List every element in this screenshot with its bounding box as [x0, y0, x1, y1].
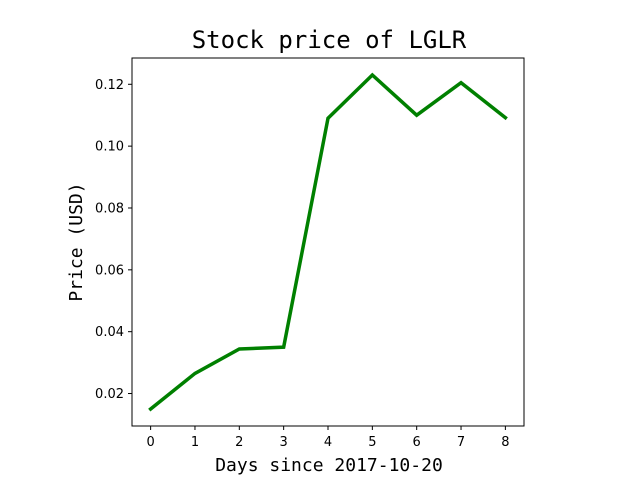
y-tick-label: 0.08 — [95, 201, 124, 216]
y-tick-label: 0.12 — [95, 78, 124, 93]
y-tick-label: 0.10 — [95, 140, 124, 155]
chart-title: Stock price of LGLR — [192, 26, 467, 54]
x-tick-label: 3 — [280, 435, 288, 450]
price-series-line — [148, 72, 508, 412]
x-tick-label: 7 — [457, 435, 465, 450]
x-axis-label: Days since 2017-10-20 — [215, 455, 443, 476]
x-tick-label: 2 — [235, 435, 243, 450]
x-tick-label: 5 — [368, 435, 376, 450]
x-axis: 0 1 2 3 4 5 6 7 8 — [146, 426, 510, 450]
x-tick-label: 1 — [191, 435, 199, 450]
y-axis-label: Price (USD) — [66, 182, 87, 301]
y-axis: 0.02 0.04 0.06 0.08 0.10 0.12 — [95, 78, 132, 402]
y-tick-label: 0.06 — [95, 263, 124, 278]
x-tick-label: 8 — [501, 435, 509, 450]
x-tick-label: 0 — [146, 435, 154, 450]
plot-area-frame — [131, 57, 525, 427]
series-group — [148, 72, 508, 412]
y-tick-label: 0.02 — [95, 387, 124, 402]
y-tick-label: 0.04 — [95, 325, 124, 340]
x-tick-label: 4 — [324, 435, 332, 450]
x-tick-label: 6 — [413, 435, 421, 450]
